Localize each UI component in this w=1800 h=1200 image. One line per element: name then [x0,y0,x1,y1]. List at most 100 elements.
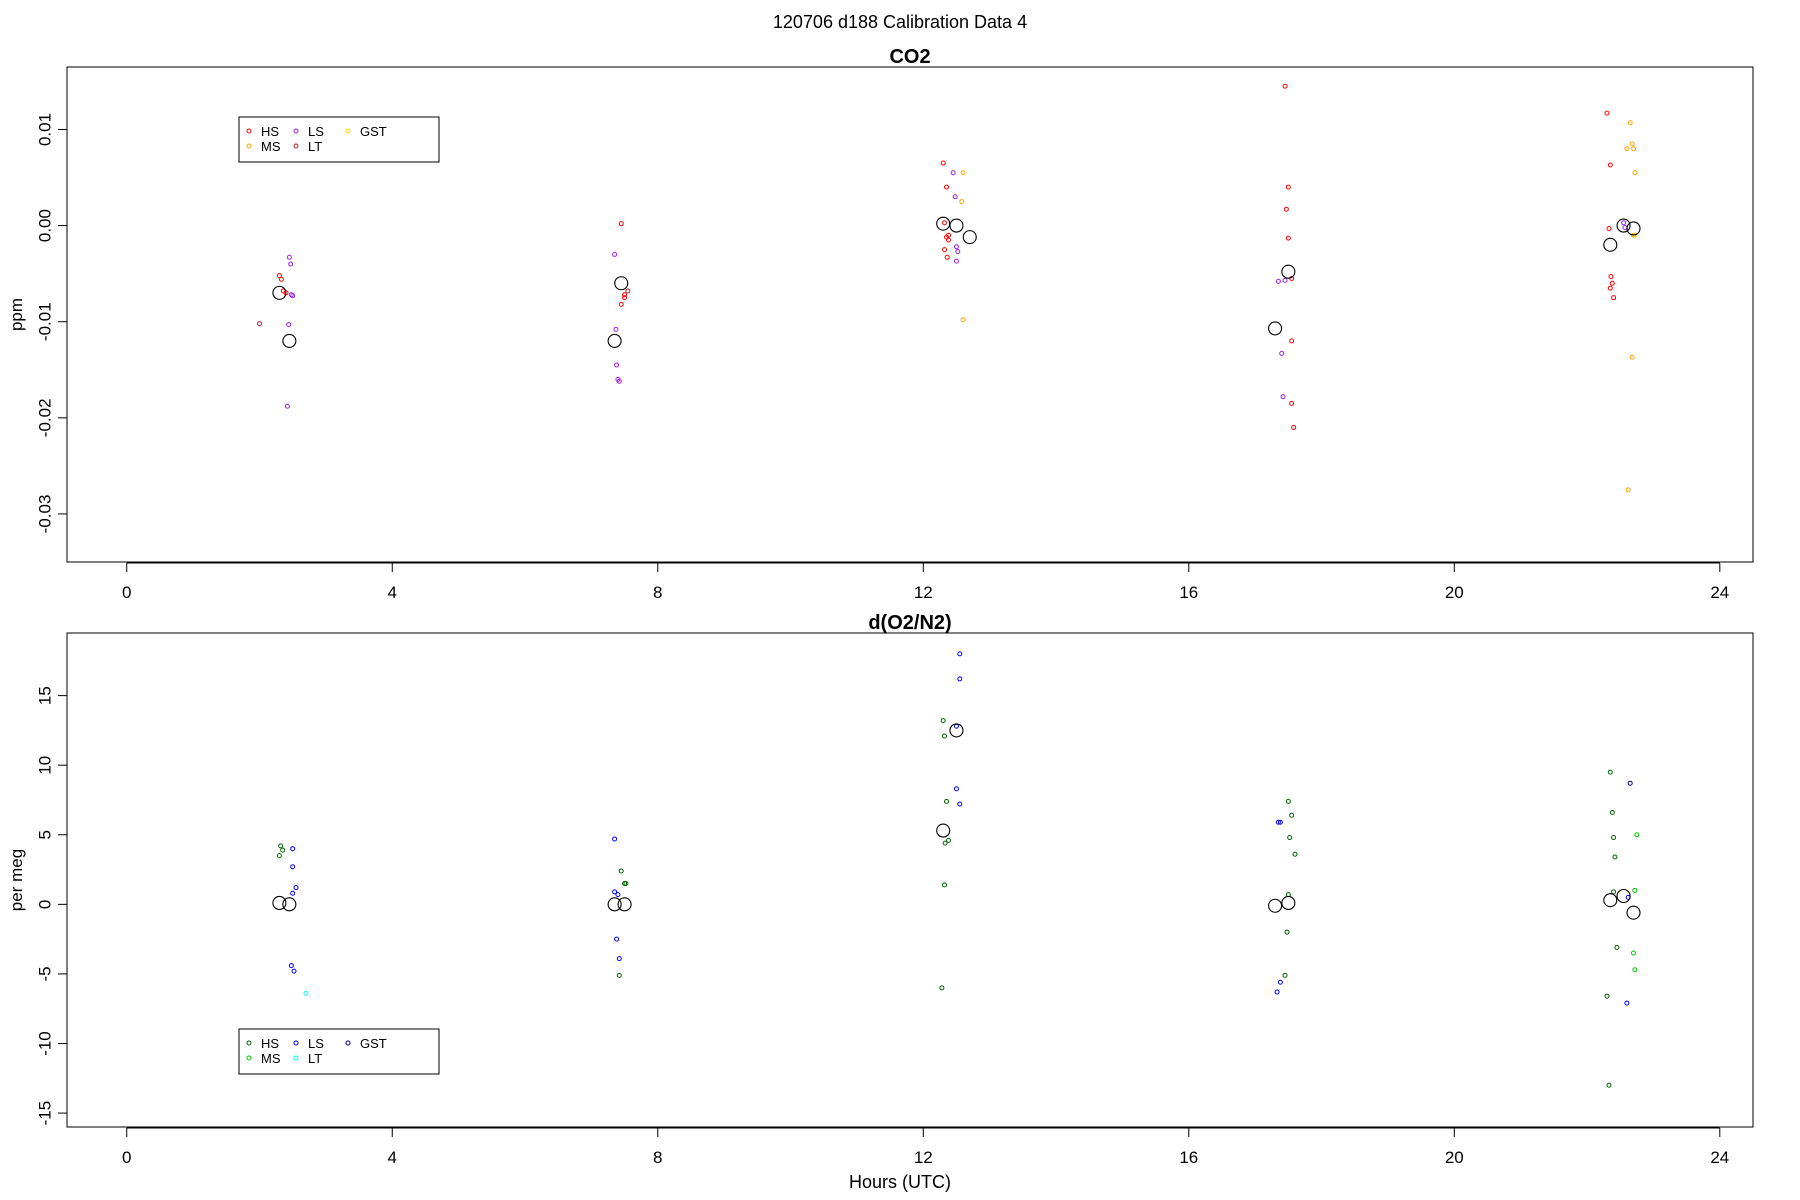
y-tick-label: 0.00 [36,209,55,242]
mean-point [1281,895,1296,911]
data-point [945,232,951,238]
legend-item: LS [293,1036,324,1051]
mean-point [1603,893,1618,908]
data-point [939,985,945,991]
data-point [1629,354,1635,360]
data-point [940,718,946,724]
data-point [942,247,948,253]
data-point [616,972,622,978]
data-point [278,843,284,849]
data-point [616,956,622,962]
legend-marker [293,128,299,134]
data-point [290,890,296,896]
data-point [276,273,282,279]
x-tick-label: 4 [388,1148,397,1167]
data-point [1282,277,1288,283]
x-tick-label: 8 [653,583,662,602]
y-tick-label: -0.02 [36,398,55,437]
data-point [1606,225,1612,231]
mean-point [949,723,964,738]
mean-point [949,218,964,233]
data-point [942,840,948,846]
legend-label: LT [308,139,322,154]
data-point [1283,206,1289,212]
data-point [1624,146,1630,152]
data-point [944,184,950,190]
data-point [945,837,951,843]
legend-label: LT [308,1051,322,1066]
legend-label: HS [261,1036,279,1051]
legend-label: LS [308,124,324,139]
y-tick-label: -5 [36,966,55,981]
data-point [625,288,631,294]
y-tick-label: 10 [36,756,55,775]
data-point [953,258,959,264]
data-point [945,237,951,243]
data-point [1289,400,1295,406]
data-point [1627,780,1633,786]
y-axis-label: ppm [7,298,26,331]
mean-point [607,897,622,912]
data-point [1285,235,1291,241]
data-point [1607,769,1613,775]
data-point [1274,989,1280,995]
mean-point [936,823,951,838]
data-point [291,968,297,974]
o2n2-panel: d(O2/N2) per meg 0 4 8 12 16 20 24 -15 -10 -5 0 5 10 15… [7,612,1754,1167]
data-point [1277,819,1283,825]
co2-panel: CO2 ppm 0 4 8 12 16 20 24 -0.03 -0.02 -0.01 0.00 0.01… [7,46,1754,602]
data-point [623,880,629,886]
data-point [960,170,966,176]
data-point [280,847,286,853]
data-point [618,301,624,307]
legend-label: HS [261,124,279,139]
data-point [1632,887,1638,893]
data-point [944,798,950,804]
data-point [953,244,959,250]
legend-box [238,116,440,163]
data-point [614,936,620,942]
mean-point [1616,888,1631,904]
data-point [953,723,959,729]
data-point [622,292,628,298]
data-point [288,261,294,267]
data-point [1287,835,1293,841]
data-point [1629,141,1635,147]
data-point [1604,993,1610,999]
data-point [256,321,262,327]
data-point [290,864,296,870]
data-point [1284,929,1290,935]
mean-point [1616,218,1631,233]
legend-box [238,1028,440,1075]
data-point [955,249,961,255]
data-point [1614,944,1620,950]
data-point [286,254,292,260]
data-point [288,963,294,969]
figure-title: 120706 d188 Calibration Data 4 [773,12,1027,32]
data-point [1275,278,1281,284]
data-point [950,170,956,176]
legend-marker [293,1055,299,1061]
data-point [612,836,618,842]
y-tick-label: 0 [36,900,55,909]
legend-item: GST [345,124,387,139]
y-tick-label: 15 [36,686,55,705]
data-point [1292,851,1298,857]
x-tick-label: 0 [122,583,131,602]
data-point [959,199,965,205]
data-point [952,194,958,200]
legend-marker [293,143,299,149]
mean-point [1281,264,1296,279]
x-tick-label: 12 [914,583,933,602]
legend-marker [246,143,252,149]
x-tick-label: 20 [1445,583,1464,602]
legend-label: MS [261,1051,281,1066]
x-tick-label: 20 [1445,1148,1464,1167]
data-point [278,276,284,282]
data-point [1279,350,1285,356]
legend-marker [246,1055,252,1061]
data-point [1282,972,1288,978]
mean-point [282,333,297,348]
x-tick-label: 4 [388,583,397,602]
